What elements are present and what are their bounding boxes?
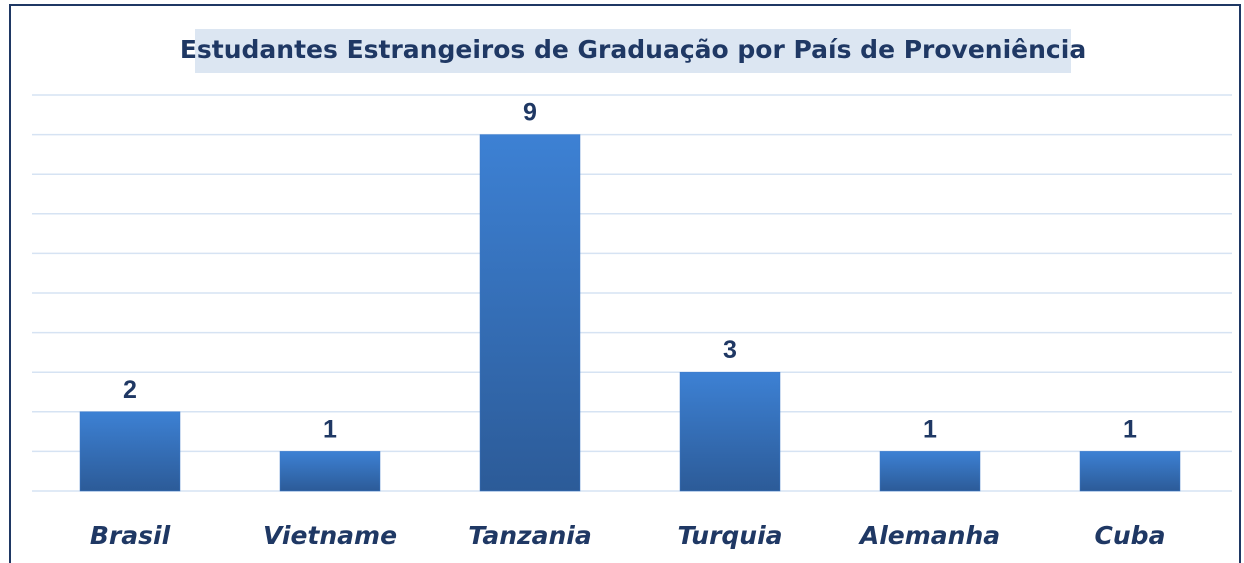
grid <box>32 94 1232 492</box>
chart-title: Estudantes Estrangeiros de Graduação por… <box>180 35 1086 64</box>
title-box <box>195 29 1071 73</box>
value-label: 1 <box>923 415 937 443</box>
x-tick-label: Brasil <box>90 521 171 550</box>
value-label: 1 <box>323 415 337 443</box>
value-label: 3 <box>723 336 737 364</box>
bar <box>479 134 581 492</box>
frame <box>9 4 1241 563</box>
bar <box>879 451 981 492</box>
x-tick-label: Turquia <box>677 521 782 550</box>
value-label: 9 <box>523 99 537 127</box>
bar <box>279 451 381 492</box>
bars: Brasil 2 Vietname 1 Tanzania 9 Turquia 3 Alemanh… <box>79 99 1181 550</box>
bar <box>679 371 781 492</box>
value-label: 2 <box>123 376 137 404</box>
bar <box>1079 451 1181 492</box>
value-label: 1 <box>1123 415 1137 443</box>
x-tick-label: Tanzania <box>468 521 591 550</box>
x-tick-label: Vietname <box>263 521 397 550</box>
bar <box>79 411 181 492</box>
x-tick-label: Alemanha <box>858 521 1000 550</box>
x-tick-label: Cuba <box>1095 521 1166 550</box>
